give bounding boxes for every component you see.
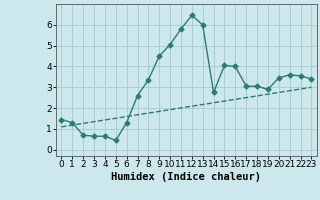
X-axis label: Humidex (Indice chaleur): Humidex (Indice chaleur) xyxy=(111,172,261,182)
